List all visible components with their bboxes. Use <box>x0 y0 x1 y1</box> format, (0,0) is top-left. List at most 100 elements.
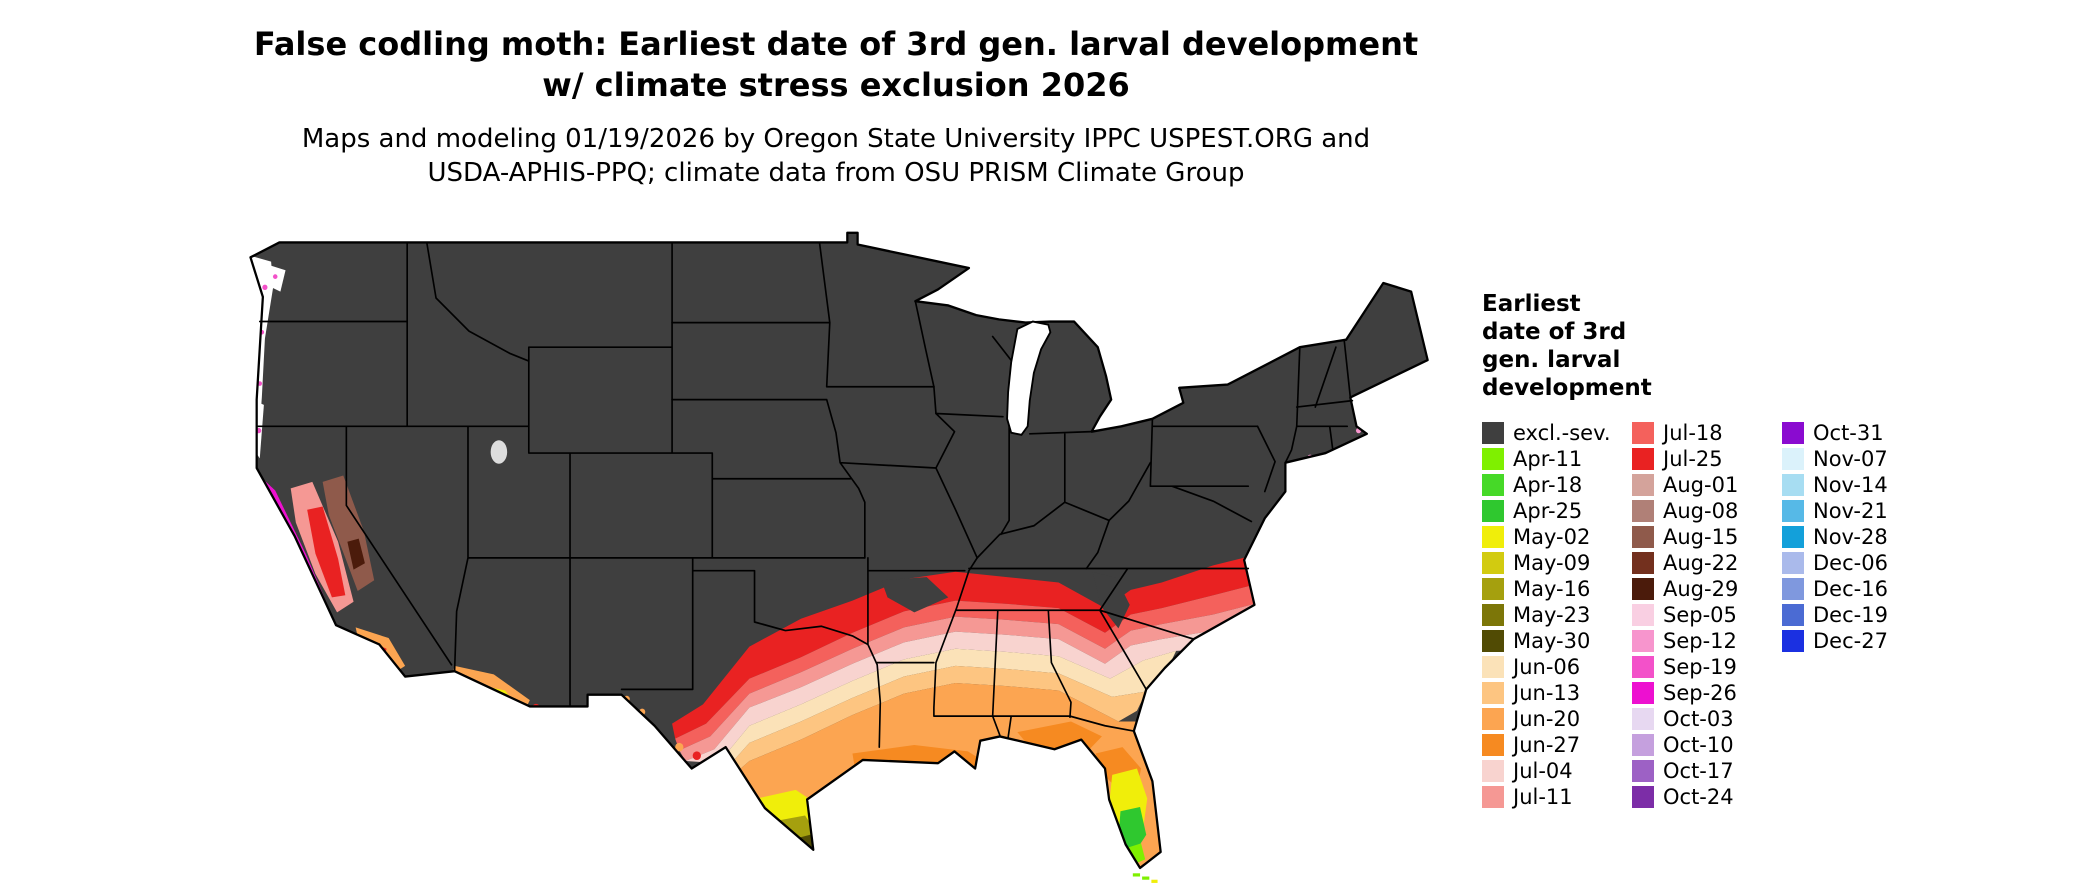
legend-label: Apr-11 <box>1513 447 1583 471</box>
legend-label: May-02 <box>1513 525 1591 549</box>
legend-label: Jul-04 <box>1513 759 1573 783</box>
legend-column-3: Oct-31 Nov-07 Nov-14 Nov-21 Nov-28 <box>1782 420 1888 654</box>
legend-swatch <box>1482 422 1504 444</box>
legend-swatch <box>1632 682 1654 704</box>
legend-label: Sep-05 <box>1663 603 1737 627</box>
legend-item: Aug-08 <box>1632 498 1738 524</box>
legend-label: Sep-12 <box>1663 629 1737 653</box>
region-jul25-central-valley-core <box>307 506 346 598</box>
legend-item: Apr-25 <box>1482 498 1611 524</box>
legend-item: May-16 <box>1482 576 1611 602</box>
legend-swatch <box>1632 526 1654 548</box>
legend-label: Sep-19 <box>1663 655 1737 679</box>
legend-swatch <box>1782 604 1804 626</box>
region-excluded-base <box>250 232 1428 868</box>
region-dot-delaware <box>1268 522 1274 528</box>
legend-item: excl.-sev. <box>1482 420 1611 446</box>
legend-item: Aug-29 <box>1632 576 1738 602</box>
legend-item: Oct-10 <box>1632 732 1738 758</box>
legend-swatch <box>1632 708 1654 730</box>
legend-swatch <box>1632 656 1654 678</box>
legend-item: Dec-06 <box>1782 550 1888 576</box>
legend-label: Aug-15 <box>1663 525 1739 549</box>
legend-item: Sep-12 <box>1632 628 1738 654</box>
legend-swatch <box>1632 630 1654 652</box>
legend-label: Apr-25 <box>1513 499 1583 523</box>
legend-swatch <box>1482 552 1504 574</box>
legend-swatch <box>1482 708 1504 730</box>
map-subtitle-line1: Maps and modeling 01/19/2026 by Oregon S… <box>301 124 1371 154</box>
map-fill-layer <box>250 232 1428 868</box>
legend-item: Sep-26 <box>1632 680 1738 706</box>
legend-item: Nov-14 <box>1782 472 1888 498</box>
legend-item: Nov-21 <box>1782 498 1888 524</box>
legend-label: Dec-06 <box>1813 551 1888 575</box>
region-band-jul18 <box>675 584 1269 751</box>
region-may16-yuma <box>488 694 505 707</box>
legend-title: Earliest date of 3rd gen. larval develop… <box>1482 290 1652 402</box>
legend-title-line1: Earliest <box>1482 291 1581 317</box>
legend-swatch <box>1482 500 1504 522</box>
legend-item: May-23 <box>1482 602 1611 628</box>
state-borders-northeast <box>1149 338 1354 523</box>
legend-swatch <box>1632 604 1654 626</box>
region-dot-chesapeake <box>1257 545 1264 552</box>
us-map-svg <box>249 231 1429 883</box>
legend-label: Nov-07 <box>1813 447 1888 471</box>
legend-swatch <box>1782 422 1804 444</box>
map-title-line2: w/ climate stress exclusion 2026 <box>542 66 1130 104</box>
legend-label: Jun-13 <box>1513 681 1581 705</box>
legend-item: Jun-27 <box>1482 732 1611 758</box>
legend-item: Oct-31 <box>1782 420 1888 446</box>
legend-item: Jul-18 <box>1632 420 1738 446</box>
legend-swatch <box>1782 578 1804 600</box>
region-dot-nm1 <box>591 701 598 708</box>
legend-label: Sep-26 <box>1663 681 1737 705</box>
legend-label: Jun-27 <box>1513 733 1581 757</box>
legend-label: Dec-27 <box>1813 629 1888 653</box>
legend-label: Jun-06 <box>1513 655 1581 679</box>
legend-swatch <box>1632 500 1654 522</box>
legend-item: Oct-03 <box>1632 706 1738 732</box>
legend-swatch <box>1482 604 1504 626</box>
legend-label: May-23 <box>1513 603 1591 627</box>
region-dot-bigbend1 <box>675 742 684 752</box>
region-gray-appalachia <box>1092 571 1130 629</box>
map-subtitle-line2: USDA-APHIS-PPQ; climate data from OSU PR… <box>427 158 1245 188</box>
legend-label: Aug-08 <box>1663 499 1739 523</box>
legend-swatch <box>1482 760 1504 782</box>
legend-label: Aug-01 <box>1663 473 1739 497</box>
legend-label: Apr-18 <box>1513 473 1583 497</box>
legend-title-line4: development <box>1482 375 1652 401</box>
legend-label: Jun-20 <box>1513 707 1581 731</box>
legend-label: Oct-24 <box>1663 785 1734 809</box>
us-map <box>234 221 1440 884</box>
legend-label: Jul-25 <box>1663 447 1723 471</box>
legend-swatch <box>1482 448 1504 470</box>
legend-label: Nov-21 <box>1813 499 1888 523</box>
legend-item: Jul-11 <box>1482 784 1611 810</box>
legend-label: Oct-31 <box>1813 421 1884 445</box>
legend-swatch <box>1632 474 1654 496</box>
region-aug29-sierra-dark <box>347 538 365 570</box>
legend-swatch <box>1482 656 1504 678</box>
great-salt-lake <box>490 440 508 464</box>
legend-swatch <box>1782 552 1804 574</box>
legend-swatch <box>1482 474 1504 496</box>
legend-item: Dec-19 <box>1782 602 1888 628</box>
legend-swatch <box>1782 526 1804 548</box>
header: False codling moth: Earliest date of 3rd… <box>236 24 1436 190</box>
state-borders-ohio-valley <box>914 300 1152 570</box>
legend-label: Nov-14 <box>1813 473 1888 497</box>
legend-item: Nov-28 <box>1782 524 1888 550</box>
legend-title-line3: gen. larval <box>1482 347 1621 373</box>
legend-item: Jun-13 <box>1482 680 1611 706</box>
legend-item: Sep-19 <box>1632 654 1738 680</box>
legend-item: Nov-07 <box>1782 446 1888 472</box>
legend-item: Dec-27 <box>1782 628 1888 654</box>
state-borders-central <box>620 241 966 748</box>
legend-item: May-30 <box>1482 628 1611 654</box>
legend-column-1: excl.-sev. Apr-11 Apr-18 Apr-25 May-02 <box>1482 420 1611 810</box>
legend-label: Nov-28 <box>1813 525 1888 549</box>
legend-swatch <box>1632 760 1654 782</box>
